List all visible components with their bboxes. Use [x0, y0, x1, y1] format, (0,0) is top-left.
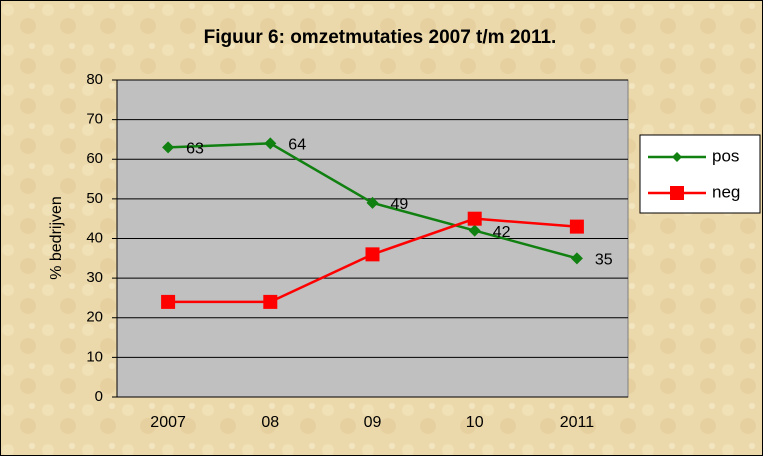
- data-point: [569, 219, 584, 234]
- data-point: [161, 294, 176, 309]
- y-tick-label: 20: [86, 309, 103, 326]
- y-tick-label: 70: [86, 111, 103, 128]
- x-tick-label: 2011: [560, 414, 595, 431]
- x-tick-label: 2007: [150, 414, 186, 431]
- y-tick-label: 60: [86, 150, 103, 167]
- data-point: [263, 294, 278, 309]
- y-tick-label: 30: [86, 269, 103, 286]
- legend-label: neg: [712, 182, 740, 201]
- data-label: 42: [493, 224, 511, 241]
- data-point: [467, 211, 482, 226]
- data-point: [468, 224, 481, 237]
- data-point: [365, 247, 380, 262]
- y-tick-label: 50: [86, 190, 103, 207]
- legend-label: pos: [712, 146, 739, 165]
- y-tick-label: 0: [95, 388, 103, 405]
- y-tick-label: 10: [86, 348, 103, 365]
- x-tick-label: 08: [261, 414, 279, 431]
- legend-marker: [672, 152, 682, 162]
- y-tick-label: 40: [86, 229, 103, 246]
- x-tick-label: 10: [466, 414, 484, 431]
- data-point: [366, 196, 379, 209]
- data-point: [264, 137, 277, 150]
- data-label: 49: [391, 196, 409, 213]
- data-label: 64: [288, 137, 306, 154]
- data-point: [570, 252, 583, 265]
- y-tick-label: 80: [86, 71, 103, 88]
- chart-title: Figuur 6: omzetmutaties 2007 t/m 2011.: [204, 27, 557, 48]
- x-tick-label: 09: [364, 414, 382, 431]
- data-label: 63: [186, 141, 204, 158]
- y-axis-label: % bedrijven: [48, 196, 65, 280]
- legend: [639, 134, 761, 214]
- data-label: 35: [595, 252, 613, 269]
- data-point: [162, 141, 175, 154]
- legend-marker: [670, 186, 684, 200]
